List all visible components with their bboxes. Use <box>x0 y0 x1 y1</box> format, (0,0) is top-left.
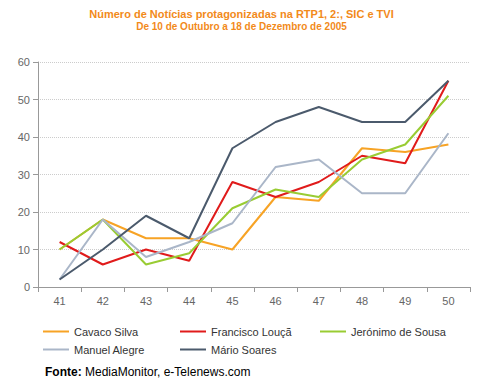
svg-text:46: 46 <box>269 295 281 307</box>
svg-text:40: 40 <box>18 131 30 143</box>
svg-text:Número de Notícias protagoniza: Número de Notícias protagonizadas na RTP… <box>89 8 393 20</box>
svg-text:Mário Soares: Mário Soares <box>211 344 277 356</box>
svg-text:44: 44 <box>183 295 195 307</box>
svg-text:Francisco Louçã: Francisco Louçã <box>211 326 293 338</box>
svg-text:30: 30 <box>18 169 30 181</box>
svg-text:Manuel Alegre: Manuel Alegre <box>74 344 144 356</box>
svg-text:10: 10 <box>18 244 30 256</box>
svg-text:MediaMonitor, e-Telenews.com: MediaMonitor, e-Telenews.com <box>82 365 251 379</box>
svg-text:20: 20 <box>18 206 30 218</box>
svg-text:41: 41 <box>53 295 65 307</box>
svg-text:42: 42 <box>97 295 109 307</box>
svg-text:0: 0 <box>24 281 30 293</box>
svg-text:47: 47 <box>313 295 325 307</box>
svg-text:48: 48 <box>356 295 368 307</box>
svg-text:60: 60 <box>18 56 30 68</box>
svg-text:43: 43 <box>140 295 152 307</box>
svg-text:De 10 de Outubro a 18 de Dezem: De 10 de Outubro a 18 de Dezembro de 200… <box>136 21 347 32</box>
svg-text:50: 50 <box>442 295 454 307</box>
svg-text:Jerónimo de Sousa: Jerónimo de Sousa <box>351 326 447 338</box>
svg-text:Fonte:: Fonte: <box>45 365 82 379</box>
svg-text:49: 49 <box>399 295 411 307</box>
svg-text:Cavaco Silva: Cavaco Silva <box>74 326 139 338</box>
svg-text:45: 45 <box>226 295 238 307</box>
svg-text:50: 50 <box>18 94 30 106</box>
